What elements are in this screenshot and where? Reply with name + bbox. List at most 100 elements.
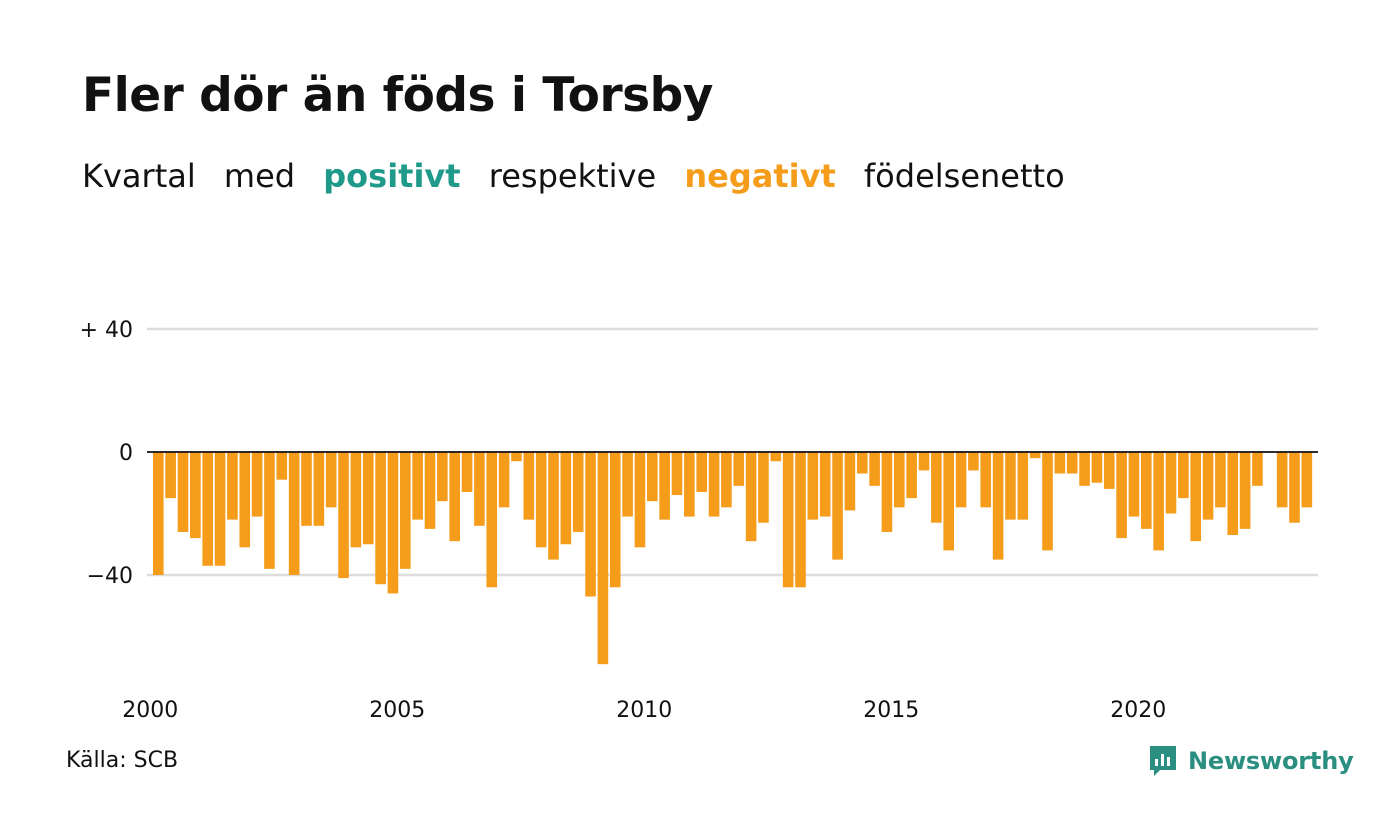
bar bbox=[609, 452, 621, 588]
bar bbox=[745, 452, 757, 542]
bar bbox=[931, 452, 942, 523]
y-tick-label: −40 bbox=[87, 564, 133, 589]
x-tick-label: 2005 bbox=[369, 698, 425, 723]
bar bbox=[449, 452, 460, 542]
bar bbox=[177, 452, 189, 532]
subtitle-word-respektive: respektive bbox=[488, 157, 657, 195]
bar bbox=[400, 452, 411, 569]
bar bbox=[968, 452, 979, 471]
bar bbox=[486, 452, 498, 588]
bar bbox=[819, 452, 831, 517]
bar bbox=[1017, 452, 1029, 520]
subtitle-word-med: med bbox=[223, 157, 296, 195]
bar bbox=[881, 452, 893, 532]
bar bbox=[980, 452, 992, 508]
bar bbox=[1190, 452, 1201, 542]
bar bbox=[906, 452, 917, 499]
bar bbox=[288, 452, 300, 575]
x-tick-label: 2020 bbox=[1110, 698, 1166, 723]
bar bbox=[943, 452, 954, 551]
bar bbox=[412, 452, 423, 520]
bar bbox=[795, 452, 806, 588]
chart-title: Fler dör än föds i Torsby bbox=[82, 68, 713, 123]
bar bbox=[696, 452, 707, 492]
bar bbox=[251, 452, 263, 517]
bar bbox=[560, 452, 572, 545]
bar bbox=[1141, 452, 1152, 529]
newsworthy-brand[interactable]: Newsworthy bbox=[1148, 744, 1354, 778]
bar bbox=[1079, 452, 1090, 486]
source-note: Källa: SCB bbox=[66, 748, 179, 773]
x-tick-label: 2010 bbox=[616, 698, 672, 723]
bar bbox=[362, 452, 374, 545]
bar bbox=[1029, 452, 1041, 459]
bar bbox=[869, 452, 880, 486]
bar bbox=[918, 452, 930, 471]
bar bbox=[239, 452, 251, 548]
bar bbox=[1091, 452, 1103, 483]
bar bbox=[1128, 452, 1140, 517]
bar bbox=[597, 452, 609, 665]
bar bbox=[992, 452, 1004, 560]
bar bbox=[585, 452, 596, 597]
bar bbox=[1289, 452, 1300, 523]
subtitle-negative-label: negativt bbox=[684, 157, 836, 195]
bar bbox=[1066, 452, 1078, 474]
bar bbox=[202, 452, 213, 566]
chart-subtitle: Kvartal med positivt respektive negativt… bbox=[82, 157, 1083, 195]
bar bbox=[1276, 452, 1288, 508]
bar bbox=[1215, 452, 1226, 508]
x-tick-label: 2000 bbox=[122, 698, 178, 723]
bar bbox=[758, 452, 769, 523]
bar bbox=[474, 452, 485, 526]
bar bbox=[622, 452, 633, 517]
bar bbox=[684, 452, 695, 517]
subtitle-word-kvartal: Kvartal bbox=[82, 157, 196, 195]
x-tick-label: 2015 bbox=[863, 698, 919, 723]
bar bbox=[1054, 452, 1066, 474]
bar bbox=[1202, 452, 1214, 520]
y-tick-label: 0 bbox=[119, 441, 133, 466]
bar bbox=[1301, 452, 1313, 508]
bar bbox=[955, 452, 967, 508]
bar bbox=[461, 452, 473, 492]
bar bbox=[1042, 452, 1053, 551]
bar bbox=[214, 452, 226, 566]
bar bbox=[721, 452, 732, 508]
bar bbox=[511, 452, 522, 462]
bar bbox=[313, 452, 325, 526]
bar bbox=[1116, 452, 1127, 539]
bar bbox=[338, 452, 349, 579]
bar bbox=[387, 452, 399, 594]
bar bbox=[523, 452, 535, 520]
bar bbox=[437, 452, 448, 502]
bar bbox=[1103, 452, 1115, 489]
bar bbox=[894, 452, 905, 508]
bar bbox=[264, 452, 275, 569]
bar bbox=[375, 452, 386, 585]
bar bbox=[535, 452, 547, 548]
bar bbox=[832, 452, 843, 560]
bar bbox=[770, 452, 782, 462]
subtitle-positive-label: positivt bbox=[323, 157, 461, 195]
bar bbox=[708, 452, 720, 517]
bar bbox=[1178, 452, 1189, 499]
subtitle-word-fodelsenetto: födelsenetto bbox=[863, 157, 1065, 195]
bar bbox=[325, 452, 337, 508]
bar bbox=[153, 452, 164, 575]
brand-name: Newsworthy bbox=[1188, 747, 1354, 775]
bar bbox=[659, 452, 670, 520]
bar bbox=[301, 452, 312, 526]
bar bbox=[856, 452, 868, 474]
newsworthy-logo-icon bbox=[1150, 746, 1176, 776]
bar bbox=[424, 452, 436, 529]
bar bbox=[1252, 452, 1263, 486]
bar bbox=[1165, 452, 1177, 514]
bar bbox=[647, 452, 658, 502]
bar bbox=[782, 452, 794, 588]
bar bbox=[276, 452, 288, 480]
bar bbox=[1239, 452, 1251, 529]
y-tick-label: + 40 bbox=[80, 318, 133, 343]
bar bbox=[1227, 452, 1239, 536]
